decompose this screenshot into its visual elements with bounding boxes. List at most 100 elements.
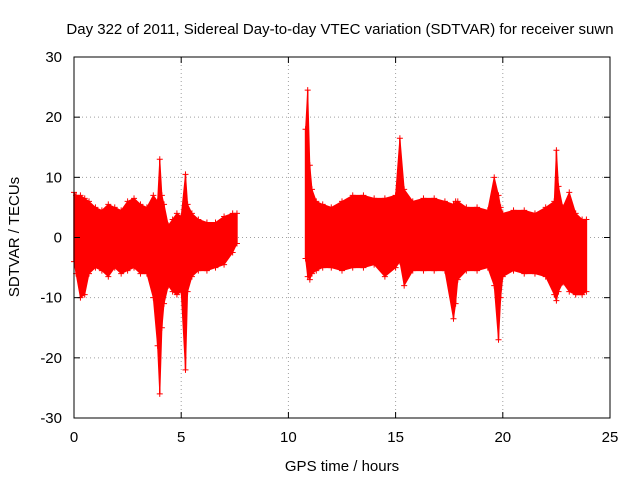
x-axis: 0 5 10 15 20 25 (70, 57, 619, 446)
data-point-marker (233, 240, 240, 247)
data-point-marker (131, 264, 138, 271)
data-point-marker (111, 204, 118, 211)
data-point-marker (169, 216, 176, 223)
data-point-marker (118, 270, 125, 277)
data-point-marker (137, 201, 144, 208)
data-point-marker (306, 276, 313, 283)
data-point-marker (195, 216, 202, 223)
data-point-marker (173, 210, 180, 217)
data-point-marker (143, 270, 150, 277)
x-tick-label: 0 (70, 429, 78, 446)
data-point-marker (124, 198, 131, 205)
data-point-marker (339, 198, 345, 205)
data-point-marker (555, 288, 562, 295)
data-point-marker (499, 273, 506, 280)
data-point-marker (308, 186, 315, 193)
data-point-marker (583, 216, 590, 223)
data-point-marker (401, 186, 408, 193)
data-point-marker (396, 258, 403, 265)
data-point-marker (553, 297, 560, 304)
x-tick-label: 10 (280, 429, 297, 446)
data-point-marker (431, 195, 438, 202)
data-point-marker (229, 249, 236, 256)
data-point-marker (319, 201, 326, 208)
data-point-marker (131, 195, 138, 202)
data-point-marker (401, 282, 408, 289)
data-point-marker (81, 195, 88, 202)
data-point-marker (86, 198, 93, 205)
data-point-marker (463, 267, 470, 274)
data-point-marker (542, 273, 549, 280)
data-point-marker (531, 210, 538, 217)
data-point-marker (495, 336, 502, 343)
data-point-marker (98, 267, 105, 274)
y-tick-label: -10 (40, 290, 62, 307)
data-point-marker (542, 204, 549, 211)
y-axis: -30 -20 -10 0 10 20 30 (40, 49, 610, 427)
data-point-marker (396, 135, 403, 142)
data-series (71, 87, 590, 397)
data-point-marker (559, 204, 566, 211)
data-point-marker (381, 273, 388, 280)
data-point-marker (566, 288, 573, 295)
data-point-marker (328, 264, 335, 271)
y-tick-label: 0 (54, 230, 62, 247)
data-point-marker (308, 270, 315, 277)
data-point-marker (77, 192, 84, 199)
data-point-marker (92, 264, 99, 271)
data-point-marker (203, 219, 210, 226)
data-point-marker (441, 267, 448, 274)
data-point-marker (319, 264, 326, 271)
data-point-marker (409, 198, 416, 205)
data-point-marker (306, 162, 313, 169)
data-point-marker (212, 219, 219, 226)
data-point-marker (484, 207, 491, 214)
data-point-marker (81, 291, 88, 298)
data-point-marker (158, 192, 165, 199)
data-point-marker (92, 204, 99, 211)
data-point-marker (371, 261, 378, 268)
data-point-marker (392, 192, 399, 199)
data-point-marker (184, 288, 191, 295)
data-point-marker (409, 267, 416, 274)
data-point-marker (450, 315, 457, 322)
y-tick-label: 30 (45, 49, 62, 66)
data-point-marker (381, 195, 388, 202)
data-point-marker (572, 210, 579, 217)
data-point-marker (463, 204, 470, 211)
data-point-marker (572, 291, 579, 298)
y-tick-label: -20 (40, 350, 62, 367)
data-point-marker (583, 288, 590, 295)
data-point-marker (313, 267, 320, 274)
data-point-marker (495, 192, 502, 199)
data-point-marker (98, 207, 105, 214)
data-point-marker (452, 300, 459, 307)
data-point-marker (420, 267, 427, 274)
data-point-marker (304, 87, 311, 94)
data-point-marker (531, 270, 538, 277)
x-tick-label: 25 (602, 429, 619, 446)
y-tick-label: 10 (45, 169, 62, 186)
data-point-marker (484, 264, 491, 271)
data-point-marker (203, 267, 210, 274)
y-tick-label: -30 (40, 410, 62, 427)
data-point-marker (156, 390, 163, 397)
data-point-marker (165, 282, 172, 289)
y-axis-label: SDTVAR / TECUs (6, 177, 23, 297)
data-point-marker (499, 210, 506, 217)
data-point-marker (441, 198, 448, 205)
data-point-marker (313, 198, 320, 205)
data-point-marker (349, 192, 356, 199)
data-point-marker (137, 270, 144, 277)
data-point-marker (233, 210, 240, 217)
data-point-marker (161, 201, 168, 208)
x-tick-label: 5 (177, 429, 185, 446)
data-point-marker (86, 270, 93, 277)
data-point-marker (188, 273, 195, 280)
data-point-marker (221, 213, 228, 220)
data-point-marker (328, 204, 335, 211)
data-point-marker (173, 291, 180, 298)
data-point-marker (454, 198, 461, 205)
data-point-marker (555, 183, 562, 190)
data-point-marker (491, 174, 498, 181)
